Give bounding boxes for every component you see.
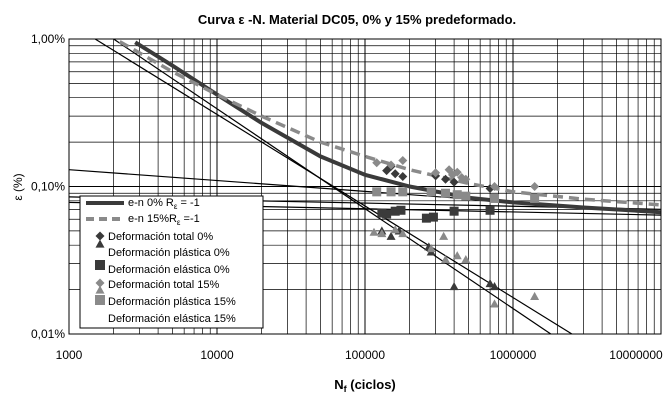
data-point-series-6	[452, 190, 462, 200]
data-point-series-4	[431, 168, 441, 178]
x-axis-label: Nf (ciclos)	[334, 377, 396, 394]
legend-label-text: Deformación total 0%	[108, 231, 213, 243]
legend-label-sub: ε	[174, 202, 178, 211]
data-point-series-6	[426, 187, 436, 197]
legend-marker	[95, 285, 105, 294]
legend-label-text: Deformación elástica 0%	[108, 264, 230, 276]
data-point-series-2	[386, 231, 396, 240]
data-point-series-5	[398, 229, 408, 238]
data-point-series-3	[428, 212, 438, 222]
legend-label-sub: ε	[177, 218, 181, 227]
data-point-series-5	[441, 254, 451, 264]
legend-label-text: e-n 15%R	[128, 213, 177, 225]
legend-label: Deformación elástica 0%	[108, 264, 230, 276]
fit-line-1	[134, 40, 661, 215]
legend-label-text: e-n 0% R	[128, 197, 174, 209]
data-point-series-3	[377, 208, 387, 218]
data-point-series-6	[461, 191, 471, 201]
data-point-series-5	[461, 254, 471, 264]
data-point-series-4	[398, 156, 408, 166]
legend-label-tail: = -1	[177, 197, 199, 209]
legend-marker	[95, 260, 105, 270]
fit-line-4	[113, 39, 552, 334]
x-tick-labels: 1000 10000 100000 1000000 10000000	[56, 348, 663, 362]
data-point-series-6	[386, 187, 396, 197]
data-point-series-6	[372, 187, 382, 197]
legend-box	[79, 195, 264, 329]
data-point-series-6	[398, 187, 408, 197]
x-tick-label: 10000	[200, 348, 234, 362]
legend-label: Deformación elástica 15%	[108, 313, 236, 325]
legend-label: e-n 15%Rε =-1	[128, 213, 200, 227]
x-tick-label: 10000000	[609, 348, 663, 362]
data-point-series-2	[485, 278, 495, 288]
data-markers	[369, 156, 540, 308]
legend-label: Deformación total 0%	[108, 231, 213, 243]
y-tick-label: 0,01%	[31, 327, 65, 341]
data-point-series-1	[390, 169, 400, 179]
legend-label-text: Deformación plástica 15%	[108, 296, 236, 308]
legend-marker	[95, 295, 105, 305]
legend-label-text: Deformación elástica 15%	[108, 313, 236, 325]
data-point-series-3	[390, 206, 400, 216]
data-point-series-5	[452, 251, 462, 260]
y-tick-labels: 0,01% 0,10% 1,00%	[31, 32, 65, 341]
legend-label-text: Deformación total 15%	[108, 279, 219, 291]
legend-label: Deformación plástica 15%	[108, 296, 236, 308]
legend-label-text: Deformación plástica 0%	[108, 247, 230, 259]
y-tick-label: 1,00%	[31, 32, 65, 46]
x-axis-label-sub: f	[344, 384, 348, 394]
data-point-series-5	[439, 231, 449, 240]
data-point-series-5	[390, 225, 400, 234]
data-point-series-4	[530, 182, 540, 191]
y-axis-label: ε (%)	[11, 173, 25, 200]
data-point-series-4	[372, 158, 382, 168]
legend-label: Deformación total 15%	[108, 279, 219, 291]
data-point-series-3	[449, 206, 459, 216]
data-point-series-4	[386, 160, 396, 170]
legend-label-tail: =-1	[181, 213, 200, 225]
x-tick-label: 1000	[56, 348, 83, 362]
data-point-series-6	[530, 193, 540, 203]
legend-marker	[95, 239, 105, 248]
data-point-series-5	[426, 243, 436, 253]
data-point-series-1	[398, 171, 408, 181]
legend-marker	[95, 278, 105, 288]
data-point-series-1	[449, 177, 459, 187]
data-point-series-2	[449, 281, 459, 291]
data-point-series-3	[485, 205, 495, 215]
data-point-series-5	[490, 299, 500, 308]
data-point-series-6	[441, 188, 451, 198]
x-tick-label: 100000	[345, 348, 385, 362]
data-point-series-3	[396, 205, 406, 215]
data-point-series-5	[530, 291, 540, 300]
legend-marker	[95, 231, 105, 241]
data-point-series-6	[490, 193, 500, 203]
data-point-series-1	[441, 174, 451, 184]
x-axis-label-rest: (ciclos)	[347, 377, 396, 392]
data-point-series-4	[452, 167, 462, 177]
data-point-series-5	[377, 229, 387, 238]
legend-label: Deformación plástica 0%	[108, 247, 230, 259]
plot-area-frame	[68, 38, 662, 335]
data-point-series-5	[369, 227, 379, 236]
data-point-series-3	[382, 209, 392, 219]
data-point-series-4	[461, 174, 471, 184]
grid	[69, 39, 661, 334]
y-tick-label: 0,10%	[31, 180, 65, 194]
data-point-series-3	[421, 213, 431, 223]
data-point-series-2	[490, 281, 500, 291]
data-point-series-4	[490, 182, 500, 191]
x-axis-label-main: N	[334, 377, 343, 392]
legend-label: e-n 0% Rε = -1	[128, 197, 200, 211]
x-tick-label: 1000000	[490, 348, 537, 362]
chart-title: Curva ε -N. Material DC05, 0% y 15% pred…	[198, 12, 516, 27]
